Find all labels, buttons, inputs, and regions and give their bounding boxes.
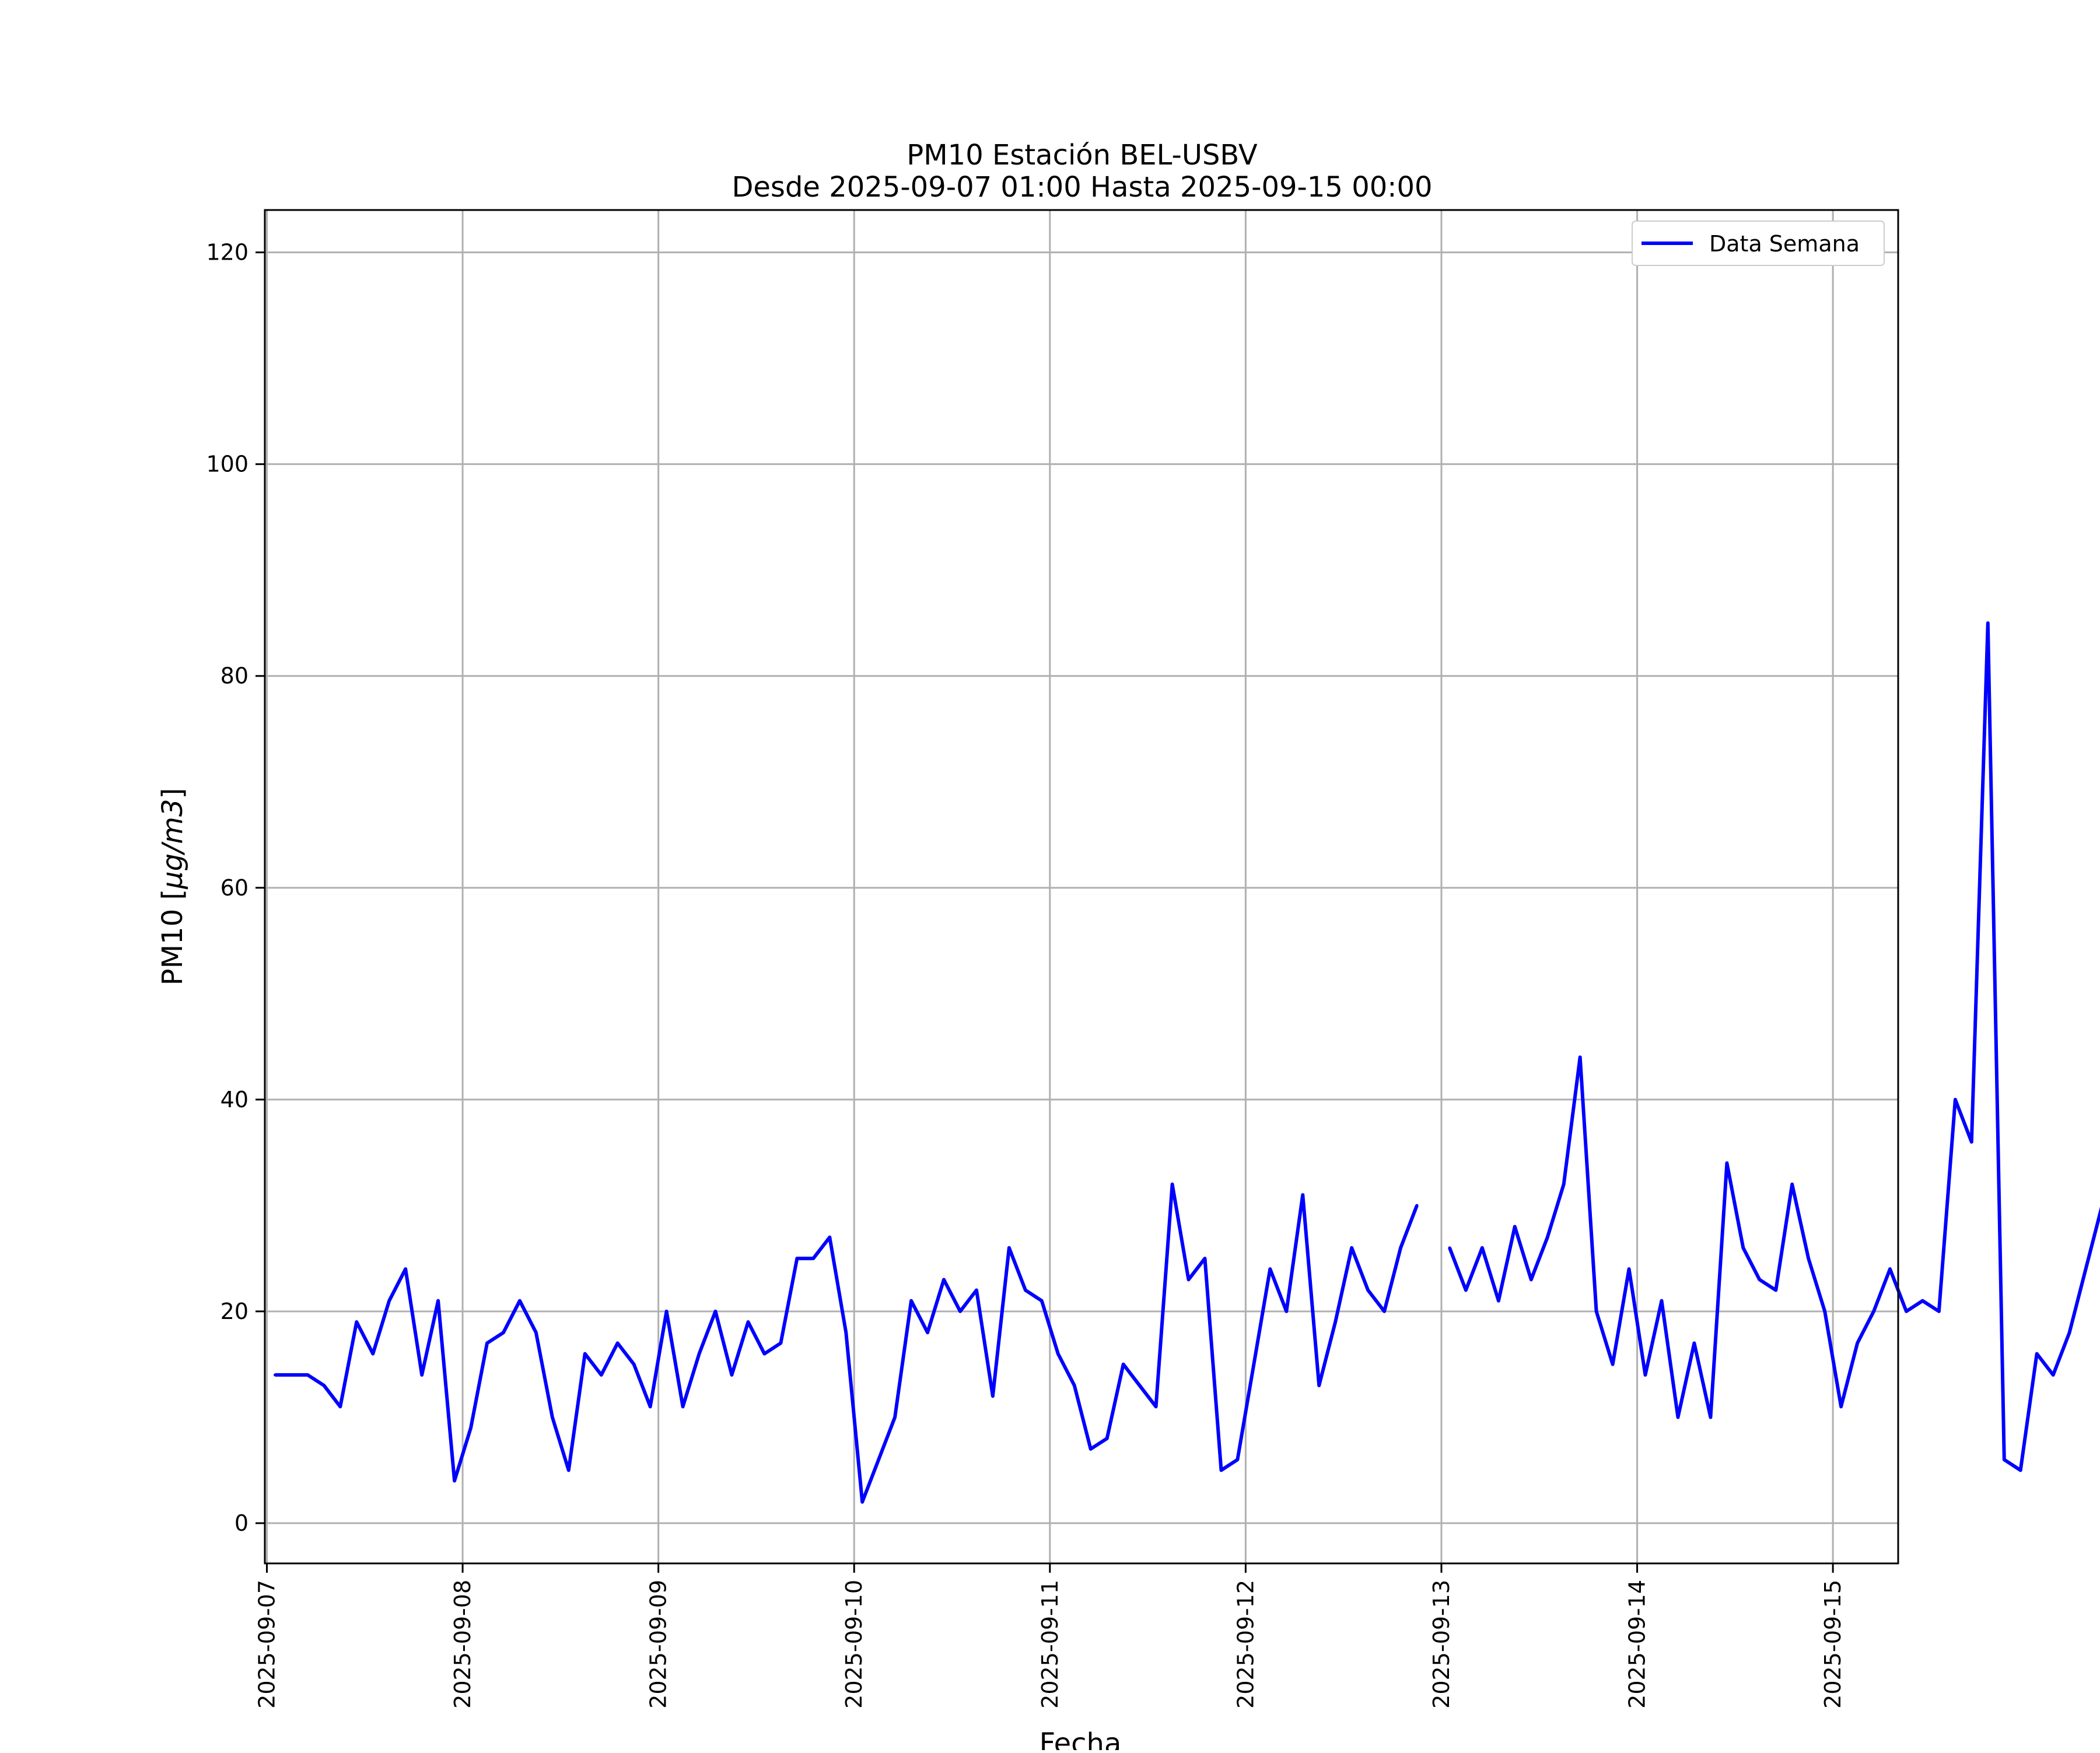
y-tick-label: 120 [206,240,249,265]
x-axis-label: Fecha [1040,1727,1122,1750]
y-tick-label: 20 [220,1299,249,1324]
y-tick-label: 60 [220,875,249,901]
y-tick-label: 80 [220,663,249,689]
x-tick-label: 2025-09-11 [1037,1580,1063,1709]
y-axis-label-close: ] [156,788,189,799]
y-axis-label: PM10 [μg/m3] [156,788,189,986]
x-tick-label: 2025-09-15 [1820,1580,1846,1709]
y-tick-label: 100 [206,452,249,477]
legend-label: Data Semana [1709,231,1860,257]
y-tick-label: 40 [220,1087,249,1112]
x-tick-label: 2025-09-14 [1625,1580,1650,1709]
x-tick-label: 2025-09-07 [254,1580,279,1709]
y-axis-label-main: PM10 [ [156,889,189,985]
x-tick-label: 2025-09-10 [841,1580,867,1709]
x-tick-label: 2025-09-09 [646,1580,671,1709]
chart-subtitle: Desde 2025-09-07 01:00 Hasta 2025-09-15 … [732,171,1432,204]
y-axis-label-unit: μg/m3 [156,799,189,889]
y-tick-label: 0 [235,1510,249,1536]
x-tick-label: 2025-09-08 [450,1580,475,1709]
legend: Data Semana [1632,221,1884,265]
chart-title: PM10 Estación BEL-USBV [907,139,1258,172]
x-tick-label: 2025-09-13 [1429,1580,1454,1709]
x-tick-label: 2025-09-12 [1233,1580,1258,1709]
